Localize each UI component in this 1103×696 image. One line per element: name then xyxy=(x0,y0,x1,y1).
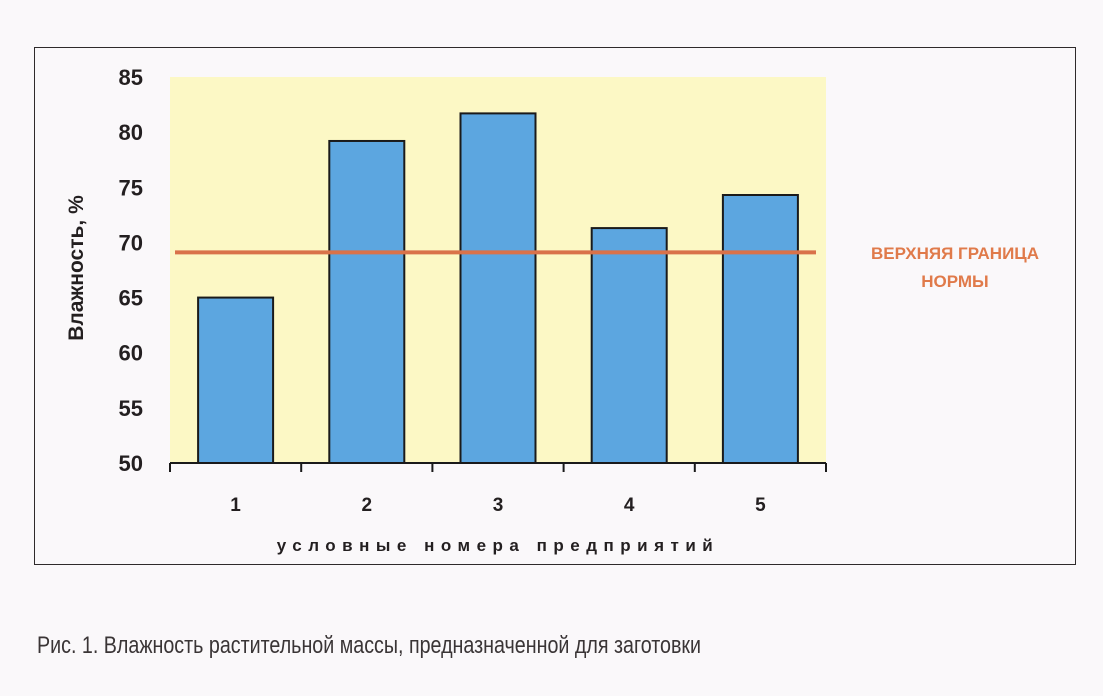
x-category-label: 4 xyxy=(624,495,635,516)
bar xyxy=(721,194,799,464)
x-category-label: 2 xyxy=(362,495,373,516)
x-axis-categories: 1 2 3 4 5 xyxy=(169,463,827,516)
chart-frame: 50 55 60 65 70 75 80 85 1 2 3 4 5 ВЕРХНЯЯ ГРАНИЦА Н… xyxy=(34,47,1076,565)
y-tick-label: 55 xyxy=(119,396,143,421)
y-tick-label: 75 xyxy=(119,175,143,200)
y-tick-label: 65 xyxy=(119,286,143,311)
upper-limit-label-line1: ВЕРХНЯЯ ГРАНИЦА xyxy=(871,244,1039,263)
bar xyxy=(197,296,275,464)
x-axis-title: условные номера предприятий xyxy=(277,536,720,555)
y-tick-label: 85 xyxy=(119,65,143,90)
y-tick-label: 80 xyxy=(119,120,143,145)
bar xyxy=(328,139,406,464)
y-axis-ticks: 50 55 60 65 70 75 80 85 xyxy=(119,65,143,476)
y-tick-label: 60 xyxy=(119,341,143,366)
x-category-label: 3 xyxy=(493,495,504,516)
x-category-label: 1 xyxy=(230,495,241,516)
y-tick-label: 70 xyxy=(119,230,143,255)
upper-limit-label-line2: НОРМЫ xyxy=(921,272,988,291)
bar xyxy=(590,227,668,464)
bars xyxy=(197,112,799,464)
x-category-label: 5 xyxy=(755,495,766,516)
figure-caption: Рис. 1. Влажность растительной массы, пр… xyxy=(37,632,702,659)
bar xyxy=(459,112,537,464)
y-axis-title: Влажность, % xyxy=(65,195,88,341)
y-tick-label: 50 xyxy=(119,451,143,476)
bar-chart: 50 55 60 65 70 75 80 85 1 2 3 4 5 ВЕРХНЯЯ ГРАНИЦА Н… xyxy=(65,65,1039,555)
